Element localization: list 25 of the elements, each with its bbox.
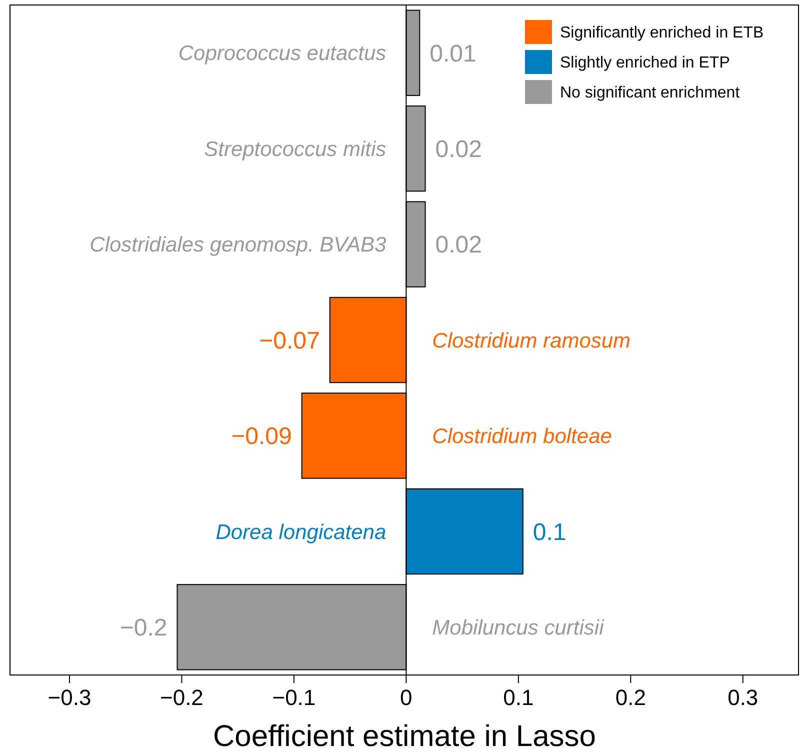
x-tick-label: 0.1	[503, 685, 534, 710]
legend-label: No significant enrichment	[560, 84, 740, 102]
x-tick-label: 0	[400, 685, 412, 710]
y-tick-label: Mobiluncus curtisii	[432, 616, 606, 640]
data-label: −0.2	[120, 614, 168, 642]
y-tick-label: Clostridium bolteae	[432, 425, 612, 448]
y-tick-label: Streptococcus mitis	[204, 138, 387, 161]
data-label: 0.02	[435, 232, 482, 259]
x-tick-label: −0.3	[48, 685, 92, 710]
data-label: 0.02	[435, 136, 482, 163]
x-axis-title: Coefficient estimate in Lasso	[213, 720, 596, 753]
data-label: −0.09	[231, 423, 292, 450]
x-tick-label: −0.1	[272, 685, 316, 710]
data-label: 0.01	[430, 40, 476, 68]
data-label: −0.07	[259, 327, 320, 354]
data-label: 0.1	[532, 518, 566, 546]
x-tick-label: −0.2	[160, 685, 204, 710]
y-tick-label: Clostridium ramosum	[432, 329, 631, 352]
y-tick-label: Dorea longicatena	[216, 520, 386, 544]
y-tick-label: Coprococcus eutactus	[178, 42, 387, 66]
x-tick-label: 0.2	[615, 685, 646, 710]
legend-label: Significantly enriched in ETB	[560, 24, 764, 42]
x-tick-label: 0.3	[728, 685, 758, 710]
y-tick-label: Clostridiales genomosp. BVAB3	[90, 234, 386, 257]
legend-label: Slightly enriched in ETP	[560, 54, 730, 72]
